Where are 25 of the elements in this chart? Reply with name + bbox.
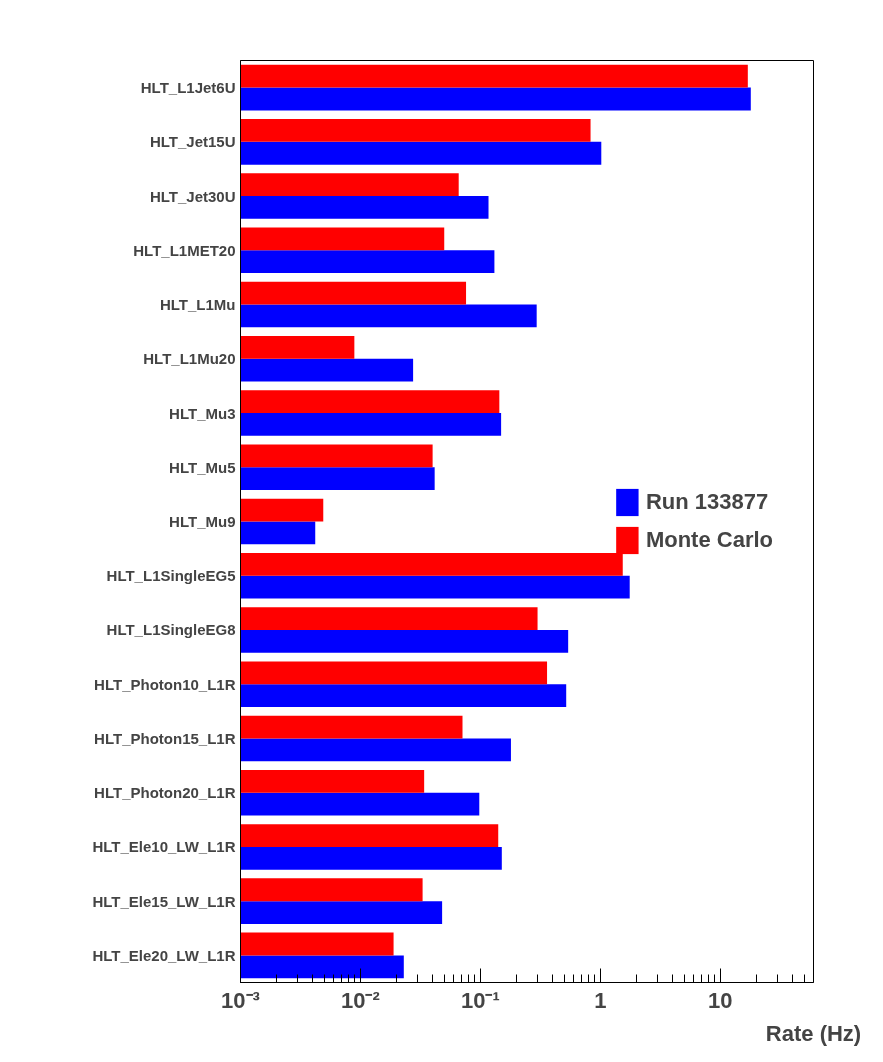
y-tick-label: HLT_Ele10_LW_L1R [92, 838, 236, 856]
x-tick-label: 10⁻¹ [460, 987, 500, 1013]
y-tick-label: HLT_L1MET20 [133, 241, 236, 259]
y-tick-label: HLT_Mu5 [169, 458, 236, 476]
y-tick-label: HLT_L1Mu20 [143, 350, 236, 368]
y-tick-label: HLT_Ele15_LW_L1R [92, 892, 236, 910]
y-tick-label: HLT_Jet30U [149, 187, 236, 205]
y-tick-label: HLT_Mu9 [169, 513, 236, 530]
y-tick-label: HLT_L1Mu [159, 296, 236, 314]
x-tick-label: 10⁻² [341, 987, 380, 1013]
x-axis-title: Rate (Hz) [765, 1020, 862, 1046]
y-tick-label: HLT_L1SingleEG8 [106, 621, 236, 639]
y-tick-label: HLT_Ele20_LW_L1R [92, 946, 236, 964]
legend-label: Run 133877 [645, 489, 769, 515]
y-tick-label: HLT_Mu3 [169, 404, 236, 422]
legend-label: Monte Carlo [645, 527, 773, 553]
x-tick-label: 1 [594, 987, 607, 1013]
y-tick-label: HLT_L1Jet6U [140, 79, 236, 97]
y-tick-label: HLT_Photon20_L1R [94, 784, 236, 802]
y-tick-label: HLT_L1SingleEG5 [106, 567, 236, 585]
x-tick-label: 10⁻³ [221, 987, 260, 1013]
y-tick-label: HLT_Photon10_L1R [94, 675, 236, 693]
x-tick-label: 10 [707, 987, 733, 1013]
y-tick-label: HLT_Photon15_L1R [94, 729, 236, 747]
y-tick-label: HLT_Jet15U [149, 133, 236, 151]
